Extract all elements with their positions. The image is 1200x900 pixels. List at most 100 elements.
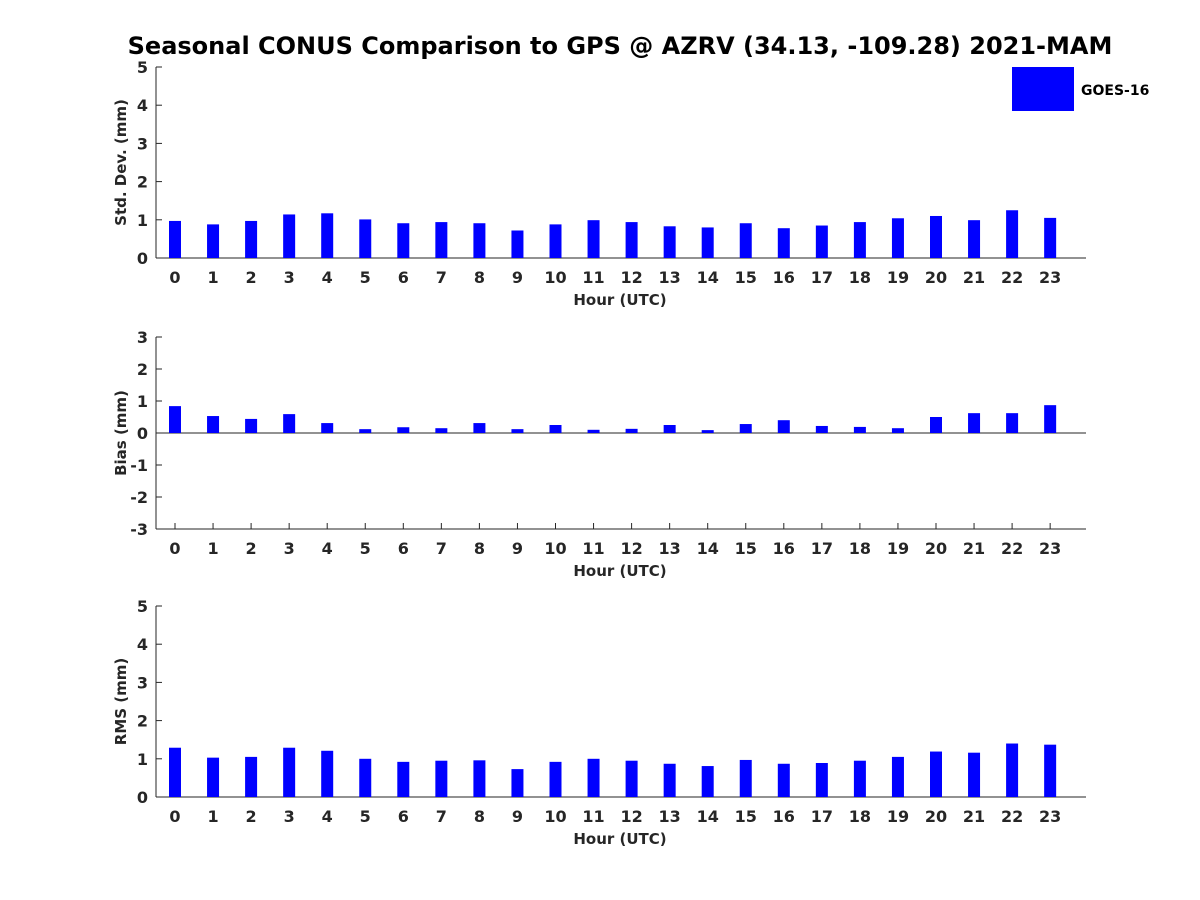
std-bar [1044,217,1057,258]
bias-y-tick-label: 0 [137,424,148,443]
bias-x-axis-label: Hour (UTC) [573,562,666,580]
rms-bar [283,747,296,797]
std-bar [511,230,524,258]
rms-x-tick-label: 4 [322,807,333,826]
rms-bar [473,760,486,797]
rms-bar [169,747,181,797]
bias-bar [968,413,981,433]
rms-x-tick-label: 6 [398,807,409,826]
rms-x-tick-label: 19 [887,807,909,826]
std-bar [891,218,904,258]
rms-x-tick-label: 3 [284,807,295,826]
bias-bar [549,425,562,433]
bias-bar [853,426,866,433]
bias-bar [169,406,181,433]
std-x-tick-label: 21 [963,268,985,287]
rms-x-tick-label: 7 [436,807,447,826]
std-x-tick-label: 20 [925,268,947,287]
rms-x-axis-label: Hour (UTC) [573,830,666,848]
bias-x-tick-label: 2 [246,539,257,558]
bias-bar [321,423,334,433]
rms-x-tick-label: 23 [1039,807,1061,826]
legend: GOES-16 [1012,67,1149,111]
rms-x-tick-label: 11 [582,807,604,826]
std-x-tick-label: 11 [582,268,604,287]
bias-x-tick-label: 4 [322,539,333,558]
rms-y-tick-label: 2 [137,712,148,731]
bias-x-tick-label: 17 [811,539,833,558]
bias-x-tick-label: 0 [169,539,180,558]
std-y-tick-label: 1 [137,211,148,230]
std-bar [853,222,866,258]
bias-x-tick-label: 3 [284,539,295,558]
std-bar [435,222,448,258]
std-bar [663,226,676,258]
std-x-tick-label: 17 [811,268,833,287]
rms-bar [663,763,676,797]
bias-bar [891,428,904,433]
std-bar [815,225,828,258]
std-x-tick-label: 8 [474,268,485,287]
rms-bar [397,761,410,797]
rms-y-tick-label: 1 [137,750,148,769]
std-x-tick-label: 10 [544,268,566,287]
rms-x-tick-label: 20 [925,807,947,826]
std-x-tick-label: 5 [360,268,371,287]
rms-bar [1044,744,1057,797]
rms-x-tick-label: 8 [474,807,485,826]
bias-bar [283,414,296,433]
std-x-tick-label: 16 [773,268,795,287]
std-x-tick-label: 12 [620,268,642,287]
bias-bar [930,417,942,433]
std-bar [169,220,181,258]
rms-x-tick-label: 17 [811,807,833,826]
bias-x-tick-label: 23 [1039,539,1061,558]
rms-bar [359,758,372,797]
std-bar [473,223,486,258]
bias-bar [397,427,410,433]
bias-x-tick-label: 21 [963,539,985,558]
rms-x-tick-label: 12 [620,807,642,826]
std-x-tick-label: 13 [659,268,681,287]
rms-x-tick-label: 5 [360,807,371,826]
std-x-tick-label: 9 [512,268,523,287]
std-x-tick-label: 1 [207,268,218,287]
std-bar [549,224,562,258]
bias-bar [511,429,524,433]
std-bar [930,215,942,258]
std-bar [359,219,372,258]
std-x-tick-label: 23 [1039,268,1061,287]
bias-bar [625,428,638,433]
std-x-tick-label: 6 [398,268,409,287]
std-x-tick-label: 15 [735,268,757,287]
std-bar [283,214,296,258]
std-bar [245,220,258,258]
rms-bar [549,761,562,797]
bias-bar [359,429,372,433]
std-x-axis-label: Hour (UTC) [573,291,666,309]
std-bar [397,223,410,258]
rms-y-tick-label: 4 [137,635,148,654]
std-x-tick-label: 19 [887,268,909,287]
legend-label: GOES-16 [1081,83,1149,99]
bias-x-tick-label: 7 [436,539,447,558]
rms-bar [1006,743,1019,797]
bias-x-tick-label: 12 [620,539,642,558]
bias-x-tick-label: 22 [1001,539,1023,558]
std-x-tick-label: 14 [697,268,719,287]
bias-x-tick-label: 9 [512,539,523,558]
bias-y-axis-label: Bias (mm) [112,390,130,476]
std-bar [207,224,220,258]
std-y-tick-label: 4 [137,96,148,115]
bias-x-tick-label: 18 [849,539,871,558]
bias-y-tick-label: -1 [130,456,148,475]
std-y-tick-label: 0 [137,249,148,268]
std-bar [777,228,790,258]
std-x-tick-label: 0 [169,268,180,287]
bias-bar [207,416,220,433]
rms-bar [511,769,524,797]
std-x-tick-label: 18 [849,268,871,287]
bias-bar [473,423,486,433]
